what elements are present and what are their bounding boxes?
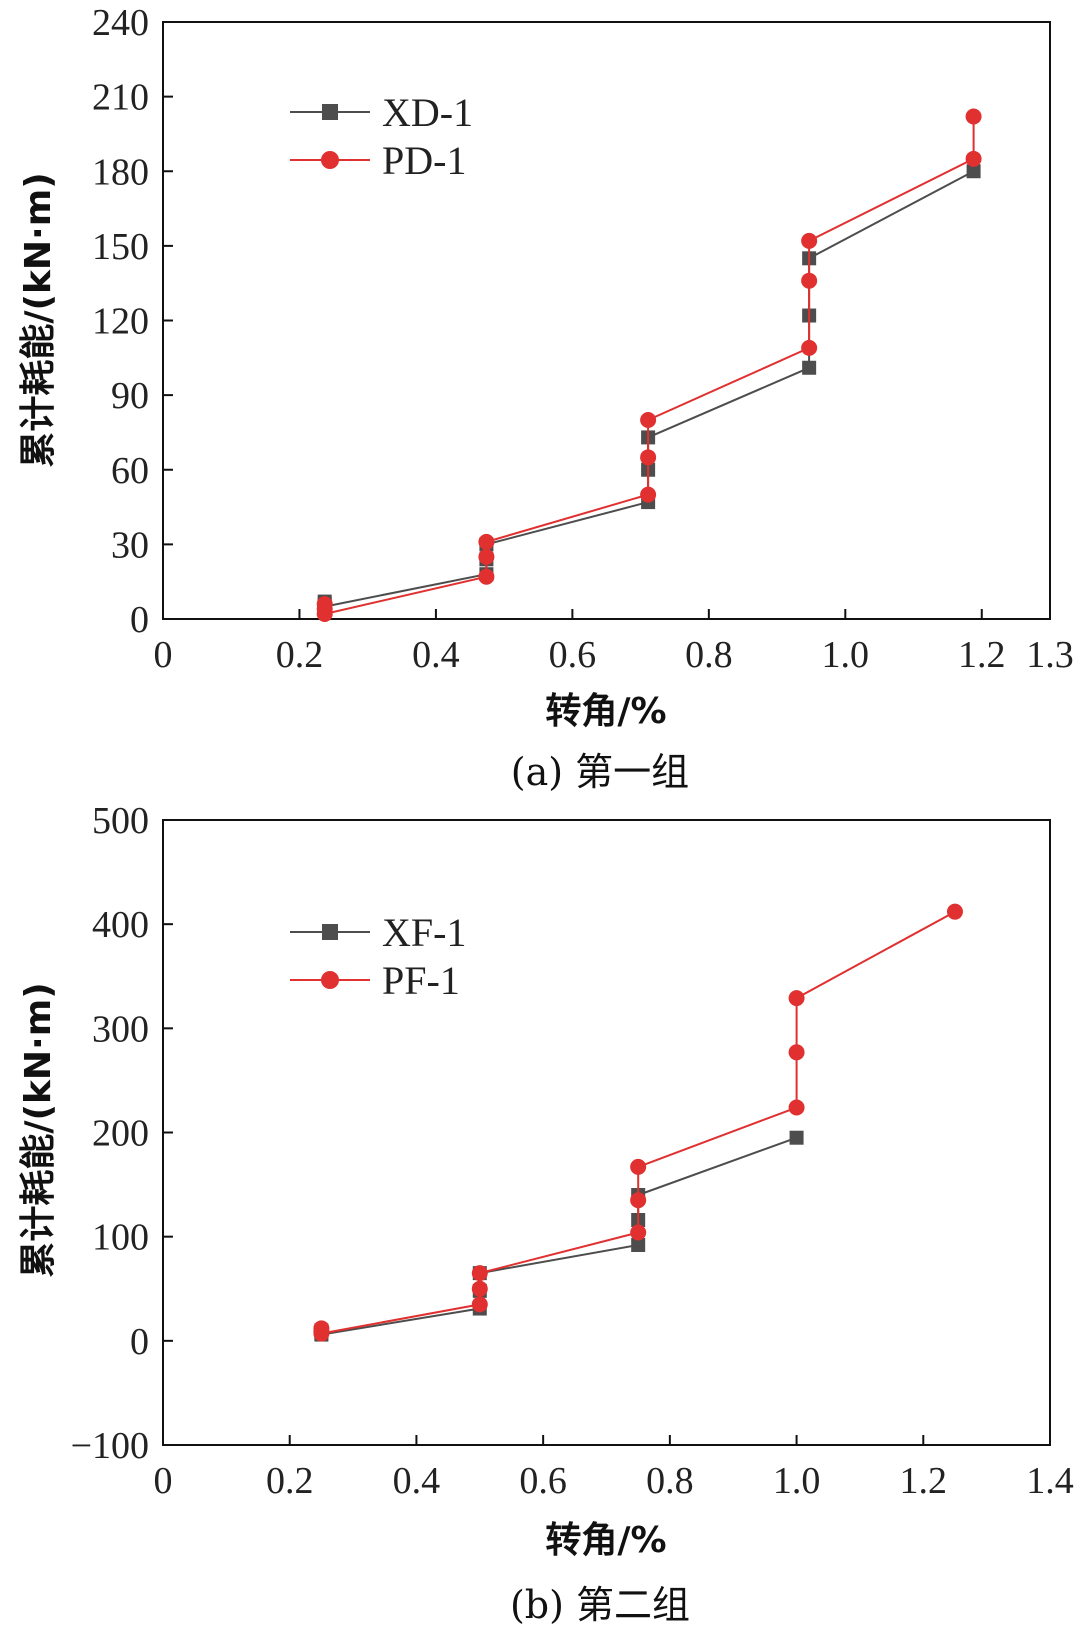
chart-b-ytick-label: 500 [92, 800, 149, 842]
chart-b-series-xf-1-point [789, 1130, 804, 1145]
chart-b-xtick-label: 0.4 [393, 1460, 441, 1502]
chart-b-ytick-label: 100 [92, 1217, 149, 1259]
legend-xd1-marker [322, 104, 338, 120]
chart-a-ylabel: 累计耗能/(kN·m) [18, 172, 59, 467]
chart-b-series-pf-1-point [471, 1265, 488, 1282]
legend-pf1-label: PF-1 [382, 958, 460, 1003]
chart-a-series-xd-1-line [323, 170, 975, 608]
chart-a-ytick-label: 150 [92, 226, 149, 268]
chart-a-ytick-label: 210 [92, 77, 149, 119]
chart-b-legend: XF-1 PF-1 [290, 910, 466, 1003]
chart-b-xtick-label: 1.4 [1026, 1460, 1074, 1502]
chart-b-series-pf-1-point [788, 1044, 805, 1061]
chart-a-series-pd-1-point [316, 606, 333, 623]
chart-b-xlabel: 转角/% [545, 1520, 666, 1561]
chart-a-series-pd-1-point [965, 150, 982, 167]
chart-b-series-pf-1-point [471, 1296, 488, 1313]
chart-a-ytick-label: 180 [92, 151, 149, 193]
chart-a: 0 0.2 0.4 0.6 0.8 1.0 1.2 1.3 0 30 60 90 120 150 180 21… [18, 2, 1074, 794]
chart-a-xtick-label: 1.3 [1026, 634, 1074, 676]
legend-xd1-label: XD-1 [382, 90, 473, 135]
chart-a-series-pd-1-point [801, 272, 818, 289]
chart-b-series-xf-1-line [320, 1136, 797, 1336]
chart-b-ytick-label: 300 [92, 1008, 149, 1050]
chart-b-series-pf-1-point [630, 1192, 647, 1209]
chart-a-series-xd-1-point [802, 360, 817, 375]
chart-b-xtick-label: 0.8 [646, 1460, 694, 1502]
chart-a-series-pd-1-point [965, 108, 982, 125]
chart-a-ytick-label: 60 [111, 450, 149, 492]
chart-b-xtick-label: 1.2 [900, 1460, 948, 1502]
chart-a-caption: (a) 第一组 [511, 750, 689, 794]
chart-b-ytick-label: −100 [71, 1425, 149, 1467]
legend-pd1-label: PD-1 [382, 138, 466, 183]
chart-a-xtick-label: 1.2 [958, 634, 1006, 676]
chart-a-series [316, 108, 982, 623]
chart-a-series-pd-1-point [478, 548, 495, 565]
chart-b-xtick-label: 1.0 [773, 1460, 821, 1502]
chart-b: 0 0.2 0.4 0.6 0.8 1.0 1.2 1.4−10001002003004005… [18, 800, 1074, 1627]
chart-b-series-pf-1-point [313, 1325, 330, 1342]
chart-b-ytick-label: 200 [92, 1113, 149, 1155]
chart-b-series [313, 903, 963, 1342]
chart-a-xtick-label: 0.6 [549, 634, 597, 676]
chart-a-series-pd-1-point [478, 568, 495, 585]
chart-b-ytick-label: 400 [92, 904, 149, 946]
chart-b-series-pf-1-point [946, 903, 963, 920]
chart-b-caption: (b) 第二组 [510, 1583, 690, 1627]
chart-b-plot-frame [162, 819, 1051, 1446]
chart-a-ticks: 0 0.2 0.4 0.6 0.8 1.0 1.2 1.3 0 30 60 90 120 150 180 21… [92, 2, 1074, 676]
chart-b-xtick-label: 0 [154, 1460, 173, 1502]
legend-xf1-label: XF-1 [382, 910, 466, 955]
chart-a-xlabel: 转角/% [545, 691, 666, 732]
chart-a-ytick-label: 240 [92, 2, 149, 44]
chart-a-series-pd-1-point [640, 486, 657, 503]
chart-a-legend: XD-1 PD-1 [290, 90, 473, 183]
chart-b-series-pf-1-point [630, 1224, 647, 1241]
chart-b-ylabel: 累计耗能/(kN·m) [18, 982, 59, 1277]
chart-a-series-pd-1-point [801, 339, 818, 356]
chart-a-xtick-label: 0.8 [685, 634, 733, 676]
chart-b-series-pf-1-point [788, 1099, 805, 1116]
chart-b-ticks: 0 0.2 0.4 0.6 0.8 1.0 1.2 1.4−10001002003004005… [71, 800, 1074, 1502]
chart-a-ytick-label: 0 [130, 599, 149, 641]
chart-b-xtick-label: 0.6 [519, 1460, 567, 1502]
chart-b-series-pf-1-point [630, 1158, 647, 1175]
chart-a-ytick-label: 120 [92, 301, 149, 343]
chart-a-ytick-label: 30 [111, 524, 149, 566]
chart-a-series-xd-1-point [966, 164, 981, 179]
chart-b-series-pf-1-point [471, 1280, 488, 1297]
chart-b-xtick-label: 0.2 [266, 1460, 314, 1502]
chart-a-series-pd-1-point [640, 449, 657, 466]
legend-xf1-marker [322, 924, 338, 940]
chart-b-ytick-label: 0 [130, 1321, 149, 1363]
chart-a-xtick-label: 0.4 [412, 634, 460, 676]
chart-a-xtick-label: 0.2 [276, 634, 324, 676]
chart-b-series-xf-1-point [631, 1238, 646, 1252]
chart-a-xtick-label: 0 [154, 634, 173, 676]
chart-a-series-pd-1-point [640, 412, 657, 428]
chart-b-series-pf-1-point [788, 990, 805, 1007]
chart-a-xtick-label: 1.0 [822, 634, 870, 676]
legend-pf1-marker [321, 971, 339, 989]
legend-pd1-marker [321, 151, 339, 169]
chart-a-series-pd-1-point [801, 232, 818, 249]
chart-a-series-pd-1-point [478, 533, 495, 550]
chart-a-ytick-label: 90 [111, 375, 149, 417]
chart-a-series-pd-1-line [323, 116, 975, 616]
